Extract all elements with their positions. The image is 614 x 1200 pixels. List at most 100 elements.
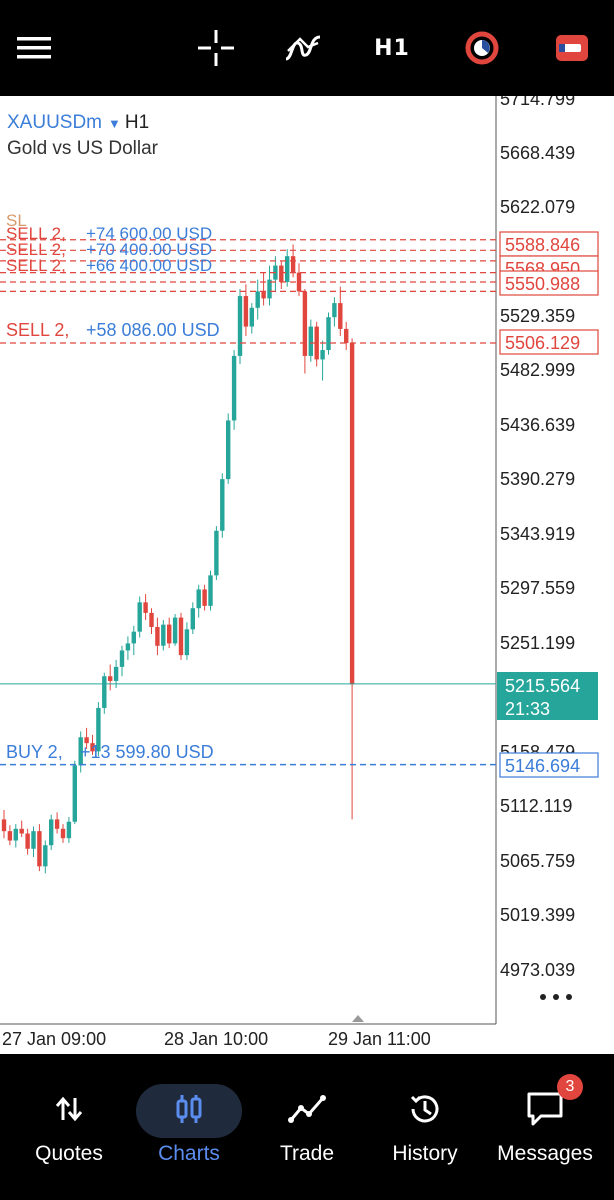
candle-body bbox=[202, 589, 207, 606]
candle-body bbox=[267, 279, 272, 299]
symbol-header[interactable]: XAUUSDm ▼ H1 bbox=[7, 112, 149, 134]
candle-body bbox=[49, 819, 54, 846]
candle-body bbox=[143, 602, 148, 613]
sell-order-profit: +58 086.00 USD bbox=[86, 320, 220, 340]
sell-order-label: SELL 2, bbox=[6, 240, 66, 259]
timeframe-button[interactable]: H1 bbox=[374, 35, 410, 61]
candle-body bbox=[349, 343, 355, 685]
nav-label-quotes: Quotes bbox=[35, 1142, 103, 1165]
price-axis-label: 5529.359 bbox=[500, 306, 575, 326]
candle-body bbox=[90, 743, 95, 752]
candle-body bbox=[320, 350, 325, 360]
crosshair-icon[interactable] bbox=[196, 24, 236, 72]
candle-body bbox=[314, 326, 319, 360]
nav-charts[interactable]: Charts bbox=[130, 1080, 248, 1170]
candle-body bbox=[249, 307, 254, 327]
more-dot bbox=[553, 994, 559, 1000]
candle-body bbox=[255, 291, 260, 308]
buy-order-label: BUY 2, bbox=[6, 742, 63, 762]
sell-order-profit: +66 400.00 USD bbox=[86, 256, 212, 275]
price-axis-label: 5251.199 bbox=[500, 633, 575, 653]
candle-body bbox=[113, 666, 119, 681]
candle-body bbox=[149, 612, 154, 627]
candle-body bbox=[137, 602, 142, 632]
time-axis-label: 28 Jan 10:00 bbox=[164, 1029, 268, 1049]
price-axis-label: 5297.559 bbox=[500, 578, 575, 598]
price-axis-label: 5668.439 bbox=[500, 143, 575, 163]
quotes-arrows-icon bbox=[54, 1080, 84, 1138]
candle-body bbox=[119, 650, 125, 667]
candle-body bbox=[290, 256, 296, 273]
candle-body bbox=[72, 765, 77, 822]
candle-body bbox=[78, 737, 83, 766]
nav-trade[interactable]: Trade bbox=[248, 1080, 366, 1170]
candle-countdown: 21:33 bbox=[505, 699, 550, 719]
charts-candles-icon bbox=[173, 1080, 205, 1138]
symbol-description: Gold vs US Dollar bbox=[7, 138, 158, 159]
price-axis-label: 5065.759 bbox=[500, 851, 575, 871]
candle-body bbox=[108, 676, 113, 681]
candle-body bbox=[344, 328, 349, 344]
price-axis-label: 5622.079 bbox=[500, 197, 575, 217]
candle-body bbox=[1, 819, 7, 832]
candle-body bbox=[37, 831, 42, 867]
candle-body bbox=[13, 828, 18, 841]
nav-label-trade: Trade bbox=[279, 1142, 335, 1165]
time-axis-label: 29 Jan 11:00 bbox=[328, 1029, 431, 1049]
candle-body bbox=[172, 617, 178, 644]
candle-body bbox=[25, 833, 30, 849]
candle-body bbox=[190, 608, 195, 630]
chart-area[interactable]: SL SELL 2, +74 600.00 USD SELL 2, +70 400.00… bbox=[0, 96, 614, 1054]
current-price-value: 5215.564 bbox=[505, 676, 580, 696]
hamburger-menu-icon[interactable] bbox=[14, 24, 54, 72]
candle-body bbox=[220, 479, 225, 531]
buy-order-profit: +13 599.80 USD bbox=[80, 742, 214, 762]
candle-body bbox=[208, 575, 213, 606]
candle-body bbox=[296, 272, 302, 292]
symbol-name[interactable]: XAUUSDm bbox=[7, 112, 103, 133]
candle-body bbox=[279, 265, 284, 282]
candle-body bbox=[66, 821, 72, 839]
candle-body bbox=[285, 256, 290, 282]
symbol-timeframe: H1 bbox=[124, 112, 150, 133]
price-label-value: 5588.846 bbox=[505, 235, 580, 255]
time-axis-label: 27 Jan 09:00 bbox=[2, 1029, 106, 1049]
candle-body bbox=[84, 737, 89, 744]
candle-body bbox=[60, 828, 66, 839]
candle-body bbox=[243, 296, 249, 327]
candle-body bbox=[131, 631, 136, 644]
messages-chat-icon: 3 bbox=[525, 1074, 583, 1138]
nav-history[interactable]: History bbox=[366, 1080, 484, 1170]
nav-label-charts: Charts bbox=[158, 1142, 220, 1165]
candle-body bbox=[231, 355, 237, 421]
time-scroll-marker bbox=[352, 1015, 364, 1022]
messages-badge: 3 bbox=[557, 1074, 583, 1100]
sell-order-profit: +70 400.00 USD bbox=[86, 240, 212, 259]
sell-order-profit: +74 600.00 USD bbox=[86, 224, 212, 243]
candle-body bbox=[178, 617, 184, 656]
candle-body bbox=[196, 589, 201, 609]
candle-body bbox=[302, 291, 308, 356]
top-toolbar: H1 bbox=[0, 0, 614, 96]
candle-body bbox=[31, 831, 36, 849]
indicators-icon[interactable] bbox=[282, 24, 324, 72]
nav-messages[interactable]: 3 Messages bbox=[486, 1074, 604, 1170]
candle-body bbox=[237, 296, 243, 356]
active-tab-indicator bbox=[136, 1084, 242, 1138]
price-axis-label: 5482.999 bbox=[500, 360, 575, 380]
candle-body bbox=[338, 303, 343, 329]
price-label-box bbox=[499, 752, 599, 778]
sell-order-label: SELL 2, bbox=[6, 256, 66, 275]
one-click-trade-icon[interactable] bbox=[552, 24, 592, 72]
candle-body bbox=[332, 303, 337, 318]
nav-quotes[interactable]: Quotes bbox=[10, 1080, 128, 1170]
candle-body bbox=[261, 291, 266, 299]
candle-body bbox=[7, 831, 13, 841]
candles-group bbox=[1, 244, 355, 874]
more-dots-icon bbox=[540, 994, 572, 1000]
symbol-dropdown-caret-icon[interactable]: ▼ bbox=[108, 115, 121, 131]
candle-body bbox=[226, 420, 231, 480]
objects-icon[interactable] bbox=[462, 24, 502, 72]
history-clock-icon bbox=[407, 1080, 443, 1138]
